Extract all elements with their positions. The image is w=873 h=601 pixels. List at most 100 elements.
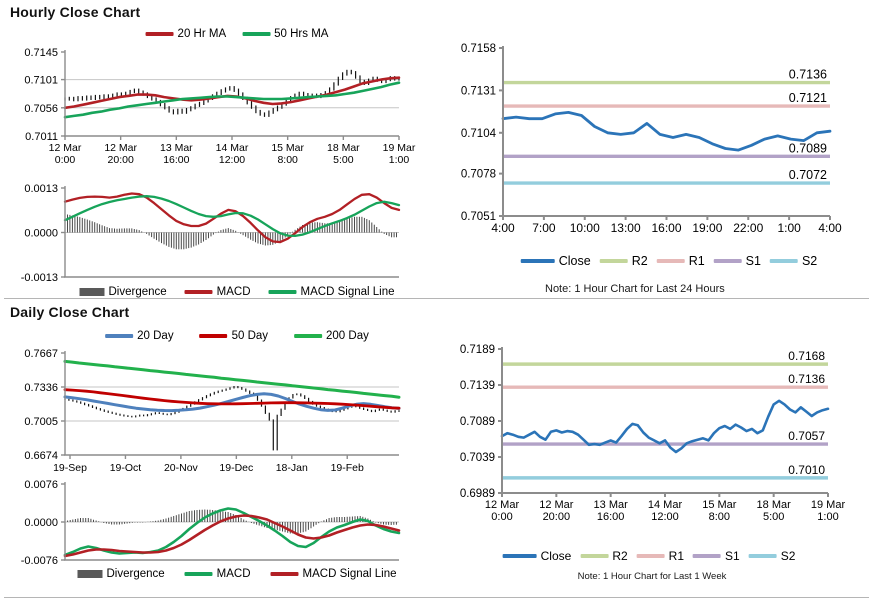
svg-text:22:00: 22:00 [733, 221, 763, 235]
svg-text:0.7189: 0.7189 [460, 344, 495, 356]
svg-text:19 Mar: 19 Mar [383, 142, 416, 154]
legend-item-close: Close [502, 549, 571, 563]
legend-item-50-day: 50 Day [199, 330, 269, 342]
daily-close-legend: 20 Day 50 Day 200 Day [105, 330, 369, 342]
svg-text:19-Feb: 19-Feb [331, 462, 364, 474]
divergence-swatch [79, 288, 105, 296]
svg-text:12:00: 12:00 [651, 511, 679, 523]
svg-text:0.0076: 0.0076 [24, 479, 58, 491]
legend-label-s2: S2 [801, 254, 818, 268]
legend-label-macd: MACD [216, 568, 251, 580]
hourly-macd-series-macd-signal-line [63, 195, 401, 238]
50-day-swatch [199, 334, 228, 338]
daily-macd-series-macd [63, 507, 401, 557]
bottom-divider [4, 597, 869, 598]
20-hr-ma-swatch [145, 32, 174, 36]
legend-label-r1: R1 [688, 254, 705, 268]
svg-text:0.7667: 0.7667 [24, 348, 58, 360]
svg-text:0.6989: 0.6989 [460, 488, 495, 500]
svg-text:1:00: 1:00 [777, 221, 801, 235]
s2-swatch [769, 259, 798, 263]
s2-swatch [748, 554, 777, 558]
svg-text:0.7011: 0.7011 [25, 131, 58, 143]
svg-text:5:00: 5:00 [333, 154, 354, 166]
legend-item-200-day: 200 Day [294, 330, 369, 342]
svg-text:18 Mar: 18 Mar [757, 499, 792, 511]
r2-swatch [580, 554, 609, 558]
svg-text:1:00: 1:00 [389, 154, 410, 166]
svg-text:0.7168: 0.7168 [788, 349, 825, 363]
legend-item-macd: MACD [184, 286, 251, 298]
legend-item-r2: R2 [580, 549, 628, 563]
svg-text:15 Mar: 15 Mar [271, 142, 304, 154]
hourly-pivot-note: Note: 1 Hour Chart for Last 24 Hours [545, 283, 725, 295]
svg-text:0.7336: 0.7336 [24, 382, 58, 394]
daily-pivot-note: Note: 1 Hour Chart for Last 1 Week [577, 571, 727, 582]
svg-text:16:00: 16:00 [163, 154, 189, 166]
svg-text:19-Sep: 19-Sep [53, 462, 87, 474]
svg-text:12 Mar: 12 Mar [485, 499, 520, 511]
50-hrs-ma-swatch [242, 32, 271, 36]
hourly-macd-legend: Divergence MACD MACD Signal Line [79, 286, 395, 298]
svg-text:15 Mar: 15 Mar [702, 499, 737, 511]
svg-text:0.7145: 0.7145 [24, 47, 58, 59]
svg-text:0.7010: 0.7010 [788, 463, 825, 477]
legend-label-20-hr-ma: 20 Hr MA [177, 28, 227, 40]
legend-label-50-day: 50 Day [231, 330, 269, 342]
hourly-macd-series-macd [63, 192, 401, 244]
close-swatch [502, 554, 537, 558]
r1-swatch [636, 554, 665, 558]
legend-label-s1: S1 [745, 254, 761, 268]
svg-text:0.0000: 0.0000 [24, 227, 58, 239]
svg-text:10:00: 10:00 [570, 221, 600, 235]
svg-text:0.7078: 0.7078 [461, 169, 496, 181]
legend-item-r2: R2 [599, 254, 648, 268]
legend-label-50-hrs-ma: 50 Hrs MA [274, 28, 329, 40]
daily-macd-legend: Divergence MACD MACD Signal Line [77, 568, 397, 580]
hourly-close-legend: 20 Hr MA 50 Hrs MA [145, 28, 328, 40]
daily-pivot-legend: Close R2 R1 S1 S2 [502, 549, 795, 563]
svg-text:0.0000: 0.0000 [24, 517, 58, 529]
legend-label-close: Close [558, 254, 591, 268]
svg-text:8:00: 8:00 [277, 154, 298, 166]
legend-item-s1: S1 [713, 254, 761, 268]
s1-swatch [693, 554, 721, 558]
svg-text:0:00: 0:00 [491, 511, 512, 523]
legend-item-50-hrs-ma: 50 Hrs MA [242, 28, 328, 40]
legend-label-divergence: Divergence [106, 568, 165, 580]
legend-label-20-day: 20 Day [137, 330, 174, 342]
legend-label-macd: MACD [216, 286, 251, 298]
svg-text:0.7057: 0.7057 [788, 429, 825, 443]
svg-text:12 Mar: 12 Mar [104, 142, 137, 154]
legend-label-r2: R2 [612, 549, 628, 563]
hourly-close-series-50-hrs-ma [63, 81, 401, 119]
svg-text:0.7072: 0.7072 [789, 168, 827, 182]
svg-text:0.7101: 0.7101 [24, 75, 58, 87]
svg-text:0.7131: 0.7131 [461, 86, 496, 98]
divergence-swatch [77, 570, 103, 578]
legend-label-macd-signal-line: MACD Signal Line [302, 568, 397, 580]
legend-item-macd-signal-line: MACD Signal Line [270, 568, 397, 580]
legend-label-r1: R1 [668, 549, 684, 563]
svg-text:20:00: 20:00 [108, 154, 134, 166]
svg-text:8:00: 8:00 [709, 511, 730, 523]
legend-label-s1: S1 [725, 549, 740, 563]
svg-text:0.7104: 0.7104 [461, 128, 497, 140]
svg-text:0.7039: 0.7039 [460, 452, 495, 464]
close-swatch [520, 259, 555, 263]
daily-close-series-50-day [63, 388, 401, 410]
svg-text:18 Mar: 18 Mar [327, 142, 360, 154]
legend-item-20-day: 20 Day [105, 330, 174, 342]
svg-text:19:00: 19:00 [692, 221, 722, 235]
svg-text:12 Mar: 12 Mar [49, 142, 82, 154]
svg-text:4:00: 4:00 [818, 221, 842, 235]
daily-close-series-200-day [63, 359, 401, 399]
svg-text:0.7136: 0.7136 [789, 68, 827, 82]
daily-pivot-series-close [500, 399, 830, 454]
svg-text:4:00: 4:00 [491, 221, 515, 235]
svg-text:20-Nov: 20-Nov [164, 462, 199, 474]
